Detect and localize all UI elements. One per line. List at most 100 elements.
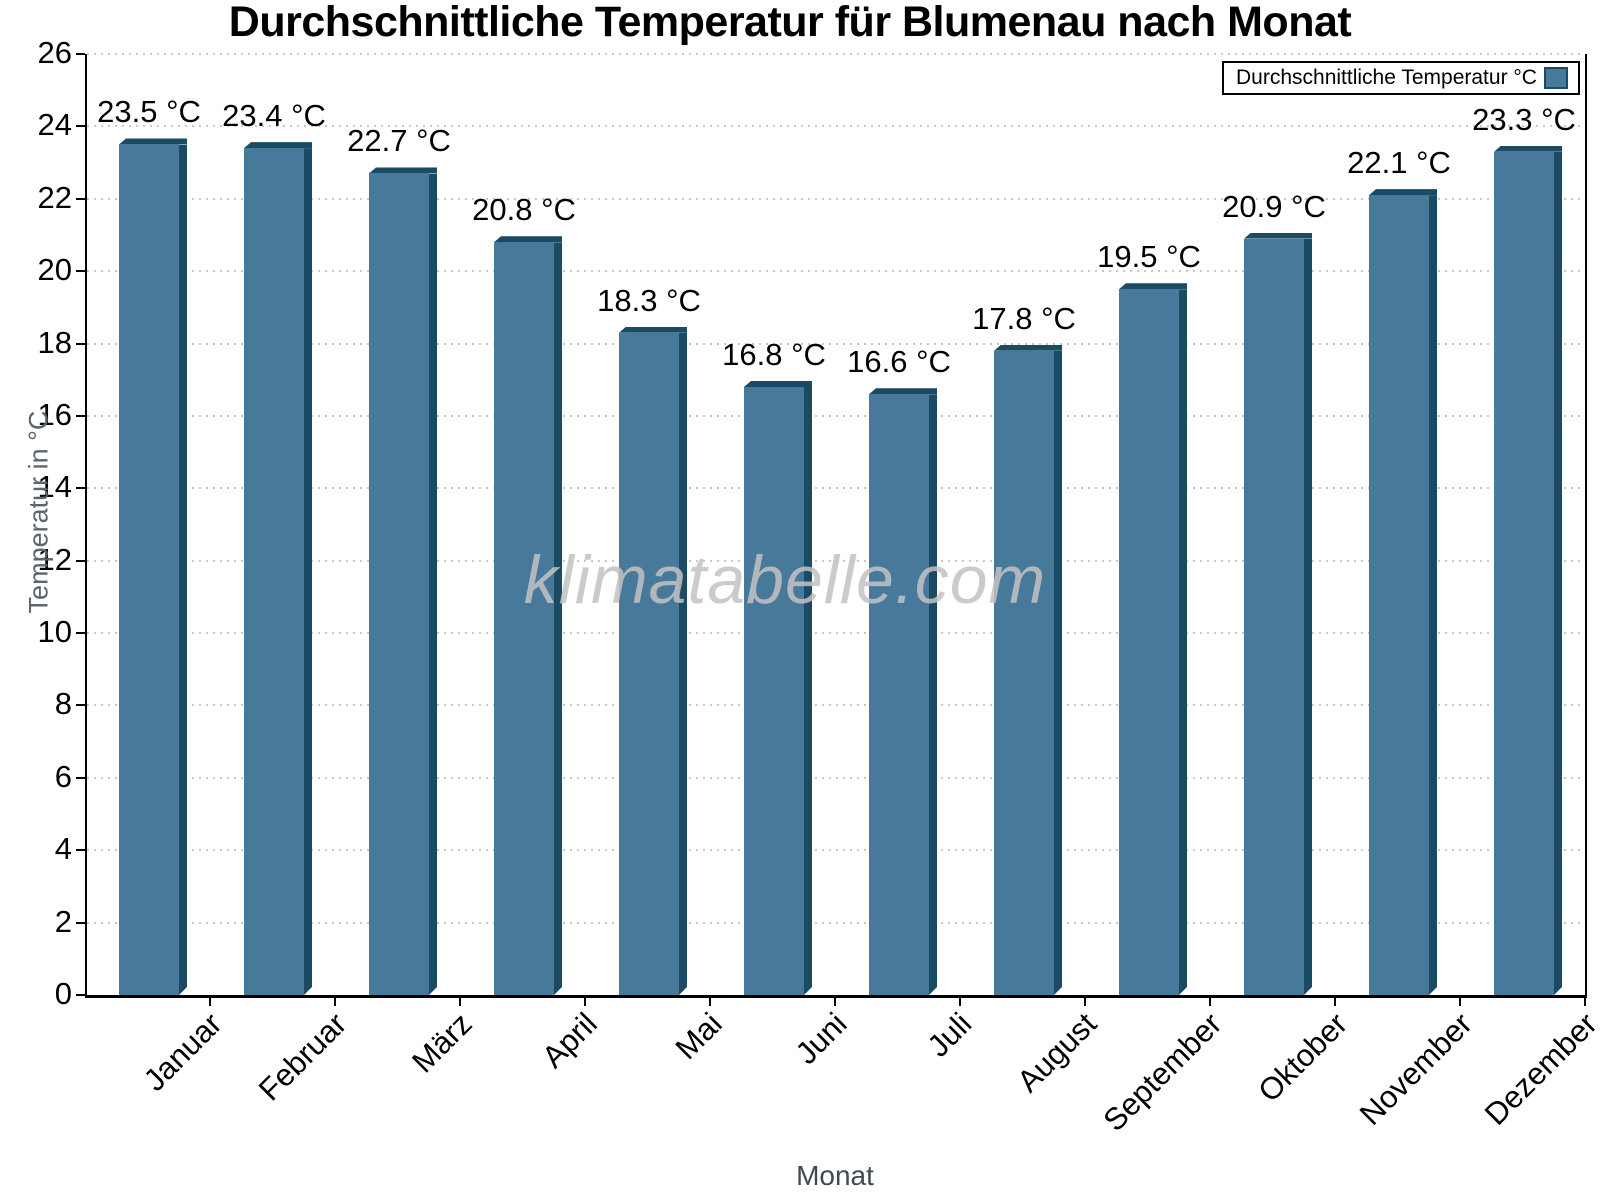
bar: [619, 326, 687, 995]
y-tick-label: 24: [37, 107, 72, 143]
x-tick: [334, 998, 336, 1006]
gridline: [87, 270, 1585, 273]
x-tick: [834, 998, 836, 1006]
y-tick-label: 18: [37, 324, 72, 360]
x-tick: [459, 998, 461, 1006]
y-tick-label: 8: [54, 686, 72, 722]
bar: [869, 388, 937, 995]
bar-side-face: [1054, 351, 1062, 995]
x-tick-label: August: [1010, 1006, 1104, 1099]
x-tick: [959, 998, 961, 1006]
bar: [494, 236, 562, 995]
bar-front-face: [619, 332, 679, 995]
bar-top-face: [119, 138, 187, 145]
bar: [1369, 189, 1437, 995]
gridline: [87, 125, 1585, 128]
x-axis-title: Monat: [796, 1160, 874, 1191]
x-tick-label: Mai: [668, 1006, 729, 1067]
bar: [1494, 145, 1562, 995]
bar-value-label: 20.8 °C: [472, 192, 576, 228]
y-tick: [76, 849, 85, 852]
y-tick: [76, 921, 85, 924]
bar-top-face: [744, 380, 812, 387]
y-tick-label: 6: [54, 758, 72, 794]
gridline: [87, 704, 1585, 707]
x-tick-label: Dezember: [1477, 1006, 1600, 1132]
x-tick: [1084, 998, 1086, 1006]
x-tick: [1334, 998, 1336, 1006]
bar-side-face: [804, 387, 812, 995]
gridline: [87, 559, 1585, 562]
bar-front-face: [744, 386, 804, 995]
plot-area: 23.5 °C 23.4 °C 22.7 °C 20.8 °C 18.3 °C 16.8 …: [85, 53, 1587, 998]
gridline: [87, 776, 1585, 779]
bar-value-label: 23.4 °C: [222, 98, 326, 134]
bar-side-face: [929, 394, 937, 995]
bar-top-face: [994, 344, 1062, 351]
gridline: [87, 342, 1585, 345]
bar-top-face: [494, 236, 562, 243]
x-tick-label: Juni: [788, 1006, 854, 1071]
bar-side-face: [1304, 239, 1312, 995]
bar-front-face: [869, 394, 929, 995]
bar-value-label: 16.6 °C: [847, 344, 951, 380]
y-axis-title: Temperatur in °C: [23, 410, 54, 614]
bar-front-face: [494, 242, 554, 995]
bar-front-face: [244, 148, 304, 995]
y-tick: [76, 414, 85, 417]
bar-front-face: [1369, 195, 1429, 995]
bar-top-face: [1369, 189, 1437, 196]
bar-front-face: [1119, 289, 1179, 995]
x-tick: [1209, 998, 1211, 1006]
x-tick-label: Januar: [136, 1006, 229, 1098]
x-tick-label: April: [535, 1006, 604, 1075]
y-tick-label: 20: [37, 252, 72, 288]
y-tick-label: 0: [54, 976, 72, 1011]
x-tick: [709, 998, 711, 1006]
gridline: [87, 414, 1585, 417]
gridline: [87, 53, 1585, 55]
y-tick: [76, 559, 85, 562]
y-tick-label: 4: [54, 831, 72, 867]
bar-side-face: [679, 333, 687, 995]
bar: [994, 344, 1062, 995]
gridline: [87, 632, 1585, 635]
bar-side-face: [1179, 289, 1187, 995]
bar: [369, 167, 437, 995]
x-tick-label: Februar: [252, 1006, 354, 1108]
y-tick-label: 16: [37, 396, 72, 432]
bar-front-face: [369, 173, 429, 995]
y-tick: [76, 342, 85, 345]
x-tick-label: November: [1352, 1006, 1479, 1132]
y-tick-label: 10: [37, 614, 72, 650]
bar: [1244, 232, 1312, 995]
x-tick: [1459, 998, 1461, 1006]
bar-front-face: [994, 350, 1054, 995]
bar-top-face: [369, 167, 437, 174]
y-tick: [76, 632, 85, 635]
y-tick: [76, 53, 85, 55]
bar-value-label: 22.1 °C: [1347, 145, 1451, 181]
legend-label: Durchschnittliche Temperatur °C: [1236, 66, 1537, 89]
y-tick: [76, 776, 85, 779]
bar-value-label: 20.9 °C: [1222, 188, 1326, 224]
bar: [244, 142, 312, 995]
bar-front-face: [119, 144, 179, 995]
gridline: [87, 849, 1585, 852]
bar-top-face: [1494, 145, 1562, 152]
bar-top-face: [1244, 232, 1312, 239]
y-tick: [76, 994, 85, 996]
bar-side-face: [179, 144, 187, 995]
legend: Durchschnittliche Temperatur °C: [1222, 61, 1580, 95]
bar-value-label: 17.8 °C: [972, 300, 1076, 336]
x-tick: [584, 998, 586, 1006]
y-tick: [76, 125, 85, 128]
bar-front-face: [1244, 238, 1304, 995]
gridline: [87, 197, 1585, 200]
y-tick-label: 14: [37, 469, 72, 505]
x-tick-label: September: [1096, 1006, 1229, 1138]
bar-value-label: 19.5 °C: [1097, 239, 1201, 275]
y-tick-label: 26: [37, 35, 72, 70]
bar-front-face: [1494, 151, 1554, 995]
bar-side-face: [1554, 152, 1562, 995]
